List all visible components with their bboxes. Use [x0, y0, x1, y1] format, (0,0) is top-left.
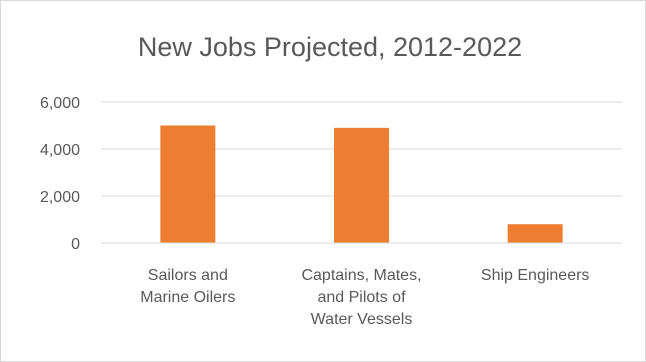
bar [507, 224, 563, 243]
bar [160, 125, 216, 243]
category-label-line: Captains, Mates, [301, 267, 421, 284]
y-tick-label: 6,000 [40, 95, 80, 112]
y-tick-label: 0 [71, 236, 80, 253]
category-label-line: Water Vessels [311, 311, 413, 328]
category-labels: Sailors and Marine Oilers Captains, Mates,… [140, 267, 589, 328]
y-tick-label: 2,000 [40, 189, 80, 206]
category-label: Ship Engineers [481, 267, 590, 284]
y-axis-tick-labels: 0 2,000 4,000 6,000 [40, 95, 80, 253]
y-tick-label: 4,000 [40, 142, 80, 159]
category-label-line: Sailors and [148, 267, 228, 284]
bars [160, 125, 563, 243]
chart-title: New Jobs Projected, 2012-2022 [138, 32, 522, 62]
category-label: Captains, Mates, and Pilots of Water Vesse… [301, 267, 421, 328]
category-label-line: and Pilots of [317, 289, 406, 306]
category-label: Sailors and Marine Oilers [140, 267, 235, 306]
bar [334, 127, 389, 243]
category-label-line: Marine Oilers [140, 289, 235, 306]
category-label-line: Ship Engineers [481, 267, 590, 284]
